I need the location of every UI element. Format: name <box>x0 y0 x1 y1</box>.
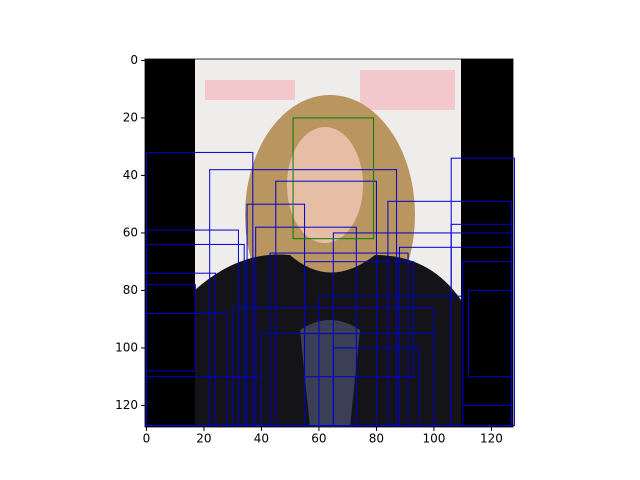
x-tick-label: 20 <box>196 432 211 446</box>
axes-frame <box>144 58 514 428</box>
x-tick-label: 100 <box>422 432 445 446</box>
y-tick-label: 40 <box>123 168 138 182</box>
bounding-box <box>332 347 421 427</box>
x-tick-label: 60 <box>311 432 326 446</box>
photo <box>145 59 513 427</box>
y-tick-label: 60 <box>123 225 138 239</box>
y-tick-label: 20 <box>123 110 138 124</box>
y-tick-label: 120 <box>115 398 138 412</box>
bounding-box <box>304 261 415 378</box>
x-tick-label: 120 <box>480 432 503 446</box>
bounding-box <box>145 376 262 427</box>
x-tick-label: 0 <box>143 432 151 446</box>
y-tick-label: 80 <box>123 283 138 297</box>
y-tick-label: 100 <box>115 340 138 354</box>
y-tick-label: 0 <box>130 53 138 67</box>
highlight-box <box>292 117 375 240</box>
bounding-box <box>467 289 513 378</box>
x-tick-label: 40 <box>254 432 269 446</box>
x-tick-label: 80 <box>369 432 384 446</box>
